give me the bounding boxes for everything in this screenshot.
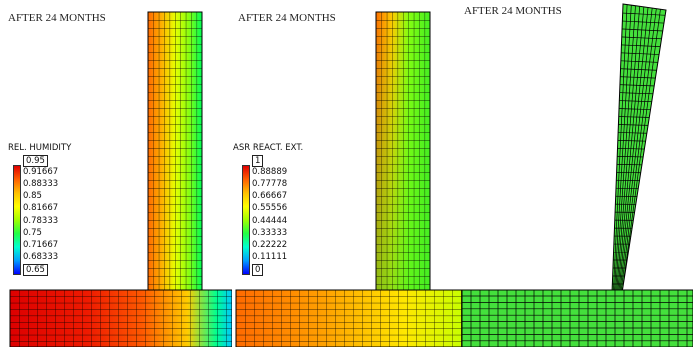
legend-title: REL. HUMIDITY	[8, 143, 72, 153]
deformed-foundation	[462, 290, 693, 347]
legend-tick-label: 0.71667	[23, 239, 59, 250]
legend-tick-label: 0.44444	[252, 215, 288, 226]
legend-colorbar	[242, 165, 250, 275]
legend-tick-label: 0.78333	[23, 215, 59, 226]
legend-tick-label: 0.81667	[23, 203, 59, 214]
legend-tick-label: 0.88889	[252, 167, 288, 178]
legend-tick-label: 0.66667	[252, 191, 288, 202]
legend-title: ASR REACT. EXT.	[233, 143, 304, 153]
legend-tick-label: 0.88333	[23, 179, 59, 190]
humidity-mesh-plot	[9, 11, 232, 347]
legend-tick-label: 0.65	[23, 263, 48, 276]
panel-asr-reaction-extent: AFTER 24 MONTHS ASR REACT. EXT. 1 0.88889…	[232, 0, 462, 347]
asr-mesh-plot	[235, 11, 462, 347]
panel-title: AFTER 24 MONTHS	[238, 12, 336, 24]
legend-tick-label: 0.22222	[252, 239, 288, 250]
legend-tick-label: 0.11111	[252, 251, 288, 262]
legend-tick-label: 0.55556	[252, 203, 288, 214]
deformed-mesh-plot	[462, 3, 693, 347]
panel-title: AFTER 24 MONTHS	[464, 5, 562, 17]
legend-tick-label: 0.85	[23, 191, 42, 202]
legend-tick-label: 0.68333	[23, 251, 59, 262]
legend-tick-label: 1	[252, 155, 264, 167]
legend-colorbar	[13, 165, 21, 275]
panel-deformed-shape: AFTER 24 MONTHS	[462, 0, 693, 347]
legend-tick-label: 0.77778	[252, 179, 288, 190]
panel-relative-humidity: AFTER 24 MONTHS REL. HUMIDITY 0.95 0.9166…	[0, 0, 232, 347]
legend-tick-label: 0.33333	[252, 227, 288, 238]
legend-tick-label: 0.95	[23, 155, 48, 167]
panel-title: AFTER 24 MONTHS	[8, 12, 106, 24]
legend-tick-label: 0.91667	[23, 167, 59, 178]
legend-tick-label: 0	[252, 263, 264, 276]
legend-tick-label: 0.75	[23, 227, 42, 238]
